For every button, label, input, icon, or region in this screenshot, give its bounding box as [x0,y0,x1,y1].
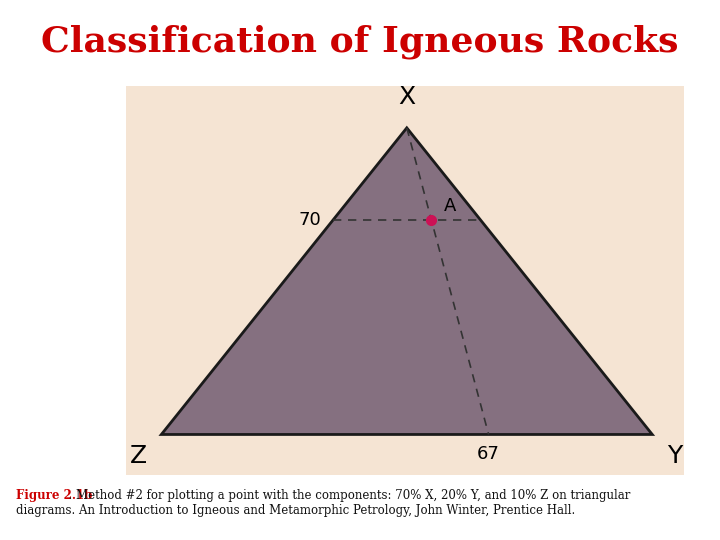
Text: Z: Z [130,444,147,468]
Text: Y: Y [667,444,683,468]
Text: 70: 70 [298,211,321,229]
Polygon shape [161,128,652,435]
Text: A: A [444,197,456,215]
Text: 67: 67 [477,445,500,463]
Text: X: X [398,85,415,110]
Text: Figure 2.1b: Figure 2.1b [16,489,92,502]
Text: . Method #2 for plotting a point with the components: 70% X, 20% Y, and 10% Z on: . Method #2 for plotting a point with th… [16,489,630,517]
Text: Classification of Igneous Rocks: Classification of Igneous Rocks [41,24,679,59]
